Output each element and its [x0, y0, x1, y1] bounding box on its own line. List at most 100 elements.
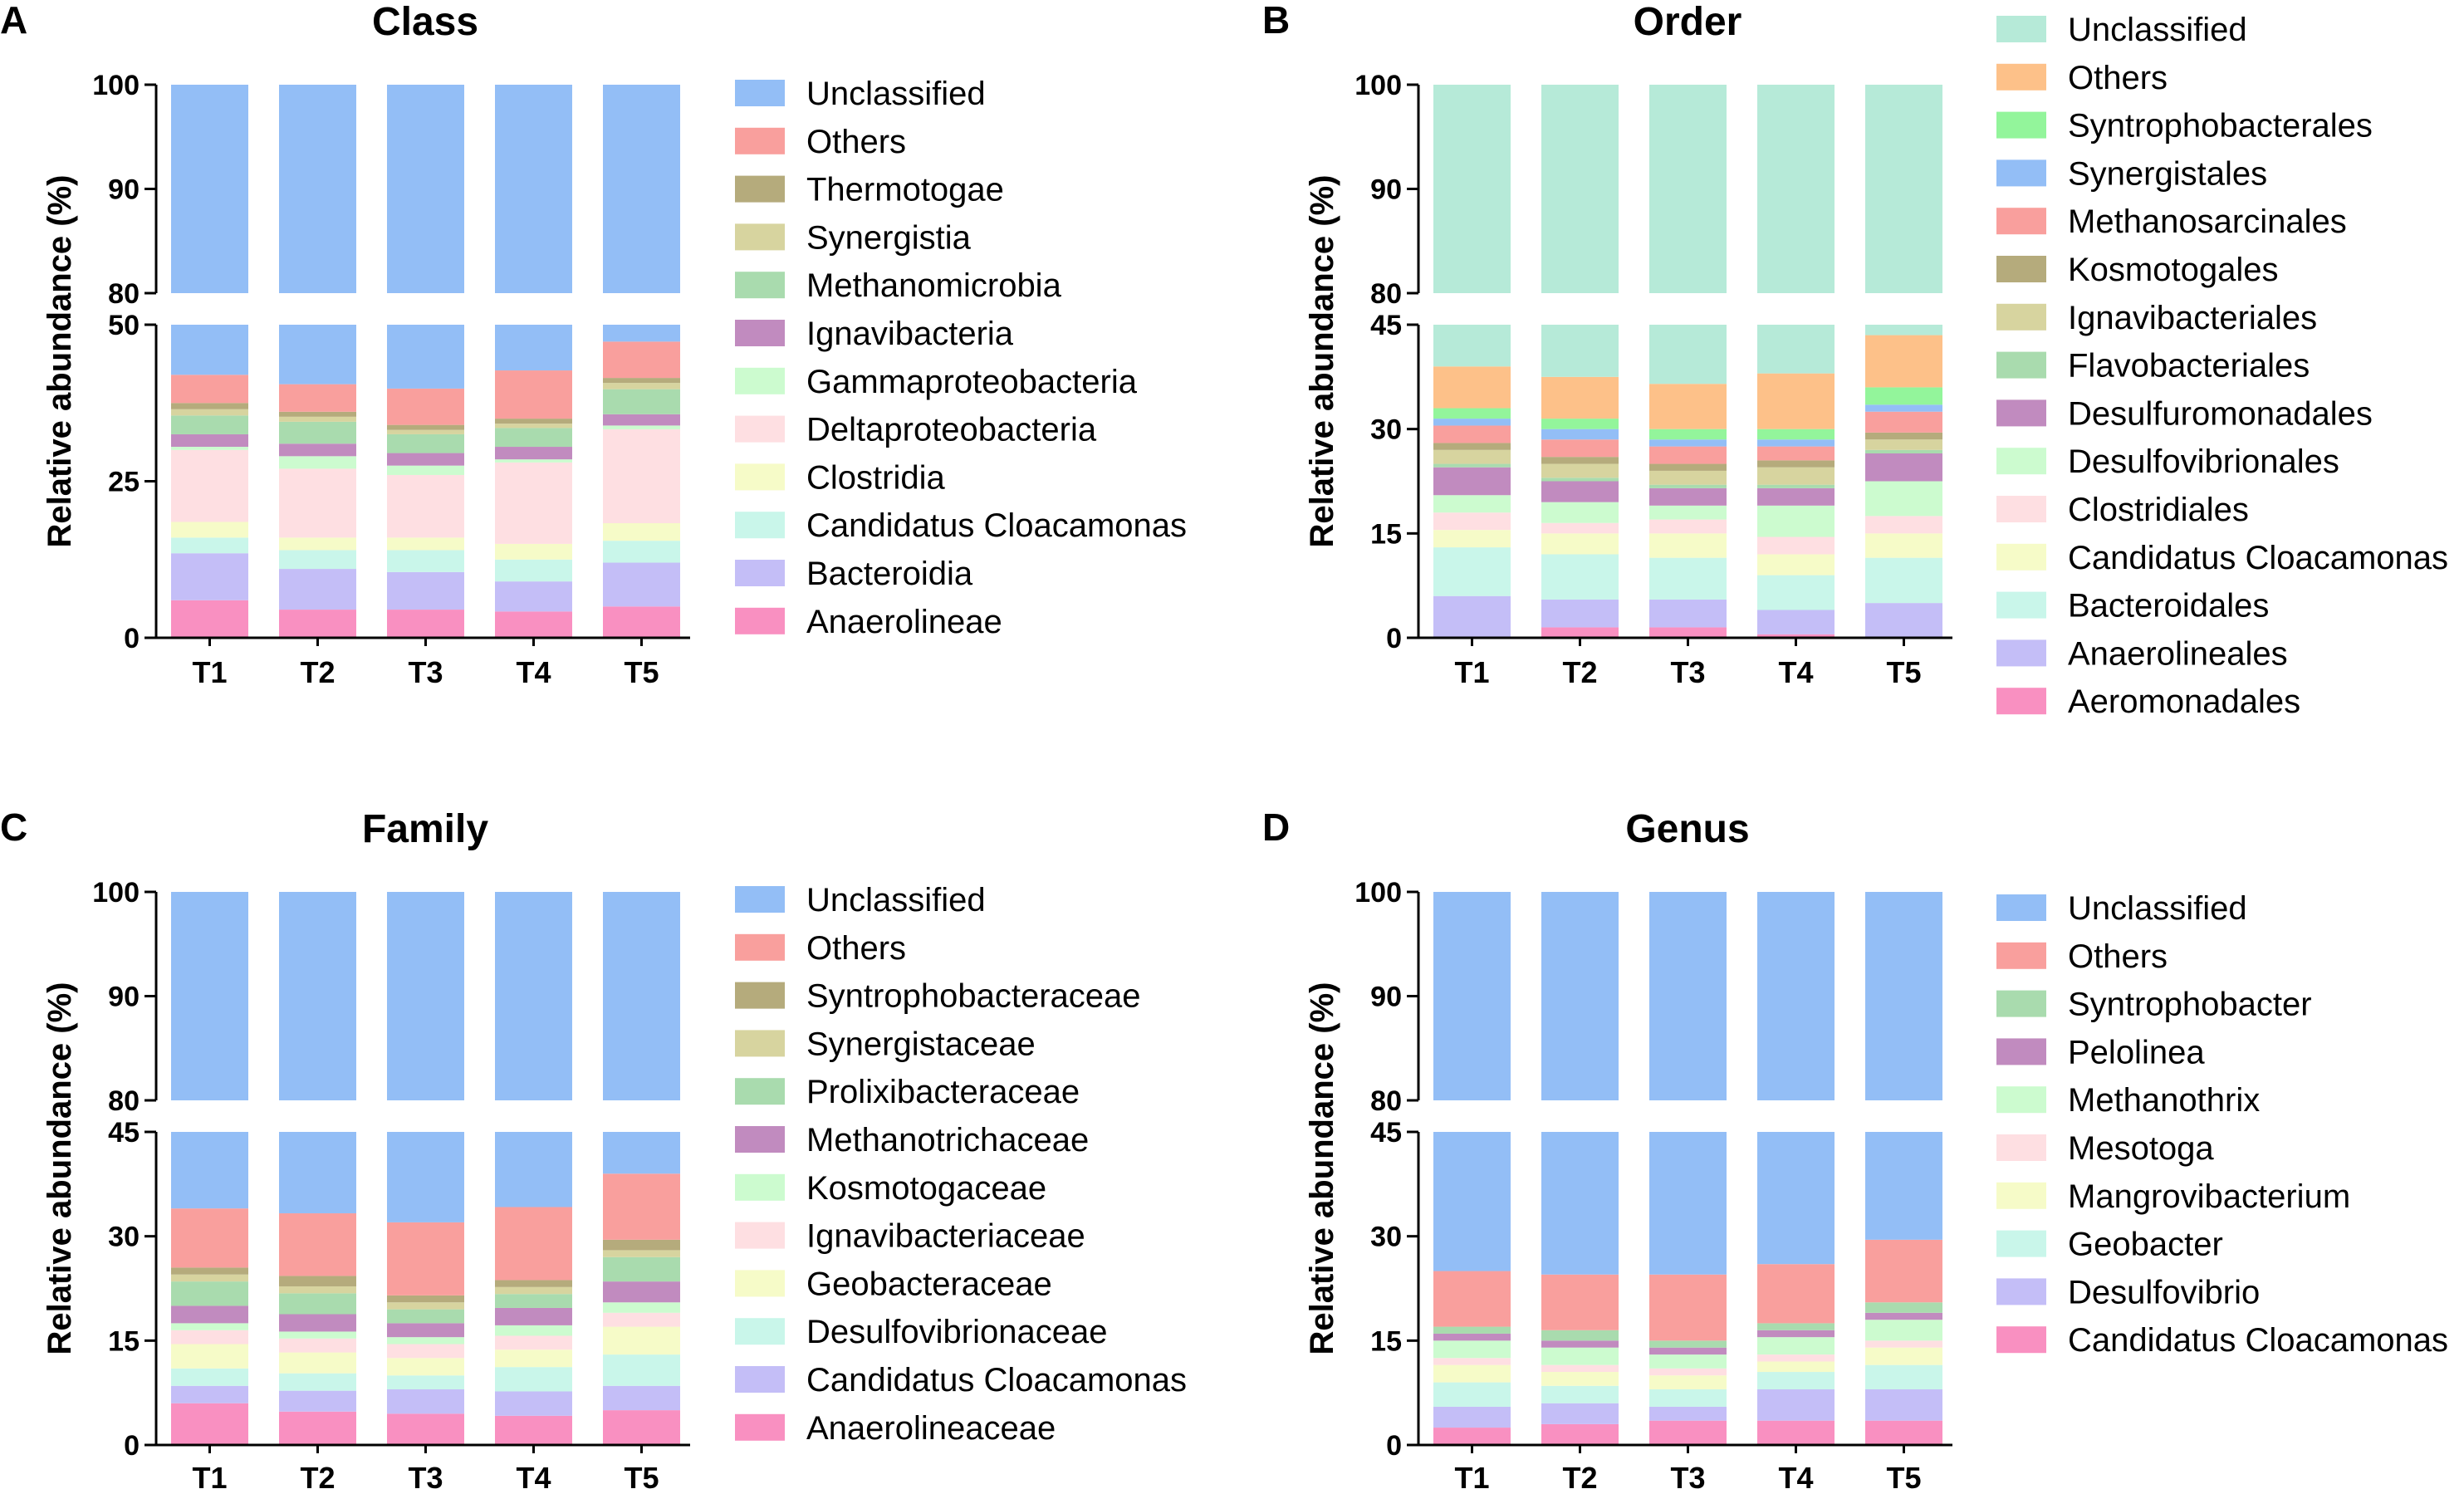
legend-swatch — [1996, 303, 2046, 331]
bar-segment-t5-desulfovibrionaceae-lower — [603, 1354, 680, 1386]
bar-segment-t4-unclassified-lower — [495, 325, 572, 371]
bar-segment-t2-methanosarcinales-lower — [1541, 439, 1619, 458]
bar-segment-t1-deltaproteobacteria-lower — [171, 449, 248, 522]
x-tick-label-t2: T2 — [1562, 1461, 1597, 1489]
bar-segment-t3-methanothrix-lower — [1649, 1354, 1727, 1369]
legend-label: Ignavibacteriales — [2068, 300, 2317, 336]
bar-segment-t4-syntrophobacter-lower — [1757, 1323, 1835, 1330]
bar-segment-t1-ignavibacteriales-lower — [1433, 449, 1511, 464]
bar-segment-t5-anaerolineae-lower — [603, 606, 680, 638]
bar-segment-t5-others-lower — [1865, 1239, 1942, 1303]
bar-segment-t1-gammaproteobacteria-lower — [171, 447, 248, 450]
legend-label: Others — [806, 124, 906, 160]
bar-segment-t5-anaerolineales-lower — [1865, 603, 1942, 638]
bar-segment-t3-desulfovibrionales-lower — [1649, 505, 1727, 520]
panel-b: B Order Relative abundance (%) T1 T2 T3 T4 T5 0 1… — [1262, 0, 2448, 720]
bar-segment-t4-clostridiales-lower — [1757, 536, 1835, 555]
bar-segment-t3-unclassified-upper — [387, 892, 464, 1100]
bar-segment-t4-prolixibacteraceae-lower — [495, 1294, 572, 1308]
bar-segment-t4-anaerolineales-lower — [1757, 610, 1835, 634]
bar-segment-t4-synergistia-lower — [495, 424, 572, 429]
bar-segment-t1-others-lower — [1433, 1271, 1511, 1327]
bar-segment-t2-unclassified-upper — [279, 85, 356, 293]
bar-segment-t4-anaerolineae-lower — [495, 611, 572, 638]
legend-label: Kosmotogaceae — [806, 1170, 1046, 1207]
legend-label: Methanothrix — [2068, 1082, 2260, 1119]
bar-segment-t5-syntrophobacteraceae-lower — [603, 1239, 680, 1251]
bar-segment-t5-bacteroidales-lower — [1865, 557, 1942, 604]
bar-segment-t5-unclassified-lower — [1865, 325, 1942, 336]
bar-segment-t2-desulfovibrionales-lower — [1541, 502, 1619, 523]
x-tick-label-t2: T2 — [1562, 655, 1597, 689]
bar-segment-t3-desulfovibrio-lower — [1649, 1406, 1727, 1421]
bar-segment-t1-ignavibacteria-lower — [171, 433, 248, 448]
legend-label: Desulfovibrionaceae — [806, 1314, 1107, 1350]
bar-segment-t1-anaerolineales-lower — [1433, 595, 1511, 638]
bar-segment-t1-anaerolineaceae-lower — [171, 1403, 248, 1445]
bar-segment-t4-candidatus-cloacamonas-lower — [495, 559, 572, 582]
panel-a: A Class Relative abundance (%) T1 T2 T3 T4 T5 0 2… — [0, 0, 1187, 689]
bar-segment-t4-candidatus-cloacamonas-lower — [1757, 554, 1835, 576]
bar-segment-t3-gammaproteobacteria-lower — [387, 465, 464, 475]
legend-label: Synergistales — [2068, 155, 2267, 192]
bar-segment-t1-candidatus-cloacamonas-lower — [1433, 530, 1511, 548]
legend-swatch — [735, 1078, 785, 1105]
bar-segment-t5-others-lower — [603, 341, 680, 379]
y-axis-label: Relative abundance (%) — [42, 982, 78, 1354]
legend-swatch — [735, 1366, 785, 1393]
bar-segment-t2-prolixibacteraceae-lower — [279, 1293, 356, 1315]
bar-segment-t3-anaerolineales-lower — [1649, 599, 1727, 628]
bar-segment-t2-geobacteraceae-lower — [279, 1352, 356, 1374]
bar-segment-t4-synergistaceae-lower — [495, 1286, 572, 1295]
bar-segment-t4-flavobacteriales-lower — [1757, 484, 1835, 488]
legend-swatch — [1996, 208, 2046, 235]
legend-swatch — [1996, 639, 2046, 667]
legend-swatch — [1996, 688, 2046, 715]
legend-label: Others — [2068, 60, 2168, 96]
bar-segment-t5-mesotoga-lower — [1865, 1340, 1942, 1348]
bar-segment-t3-desulfuromonadales-lower — [1649, 487, 1727, 506]
y-tick-label-upper: 100 — [92, 70, 140, 101]
y-tick-label-lower: 45 — [108, 1117, 140, 1149]
bar-segment-t4-methanomicrobia-lower — [495, 428, 572, 448]
legend-label: Candidatus Cloacamonas — [806, 507, 1187, 544]
bar-segment-t1-syntrophobacterales-lower — [1433, 408, 1511, 419]
panel-d: D Genus Relative abundance (%) T1 T2 T3 T4 T5 0 1… — [1262, 806, 2448, 1489]
bar-segment-t3-others-lower — [1649, 384, 1727, 429]
legend-swatch — [735, 1270, 785, 1297]
x-tick-label-t1: T1 — [192, 655, 227, 689]
bar-segment-t3-unclassified-lower — [387, 1132, 464, 1222]
legend-label: Candidatus Cloacamonas — [2068, 540, 2448, 576]
bar-segment-t1-kosmotogales-lower — [1433, 443, 1511, 450]
bar-segment-t2-others-lower — [279, 1213, 356, 1276]
y-tick-label-upper: 80 — [108, 1085, 140, 1117]
legend-label: Unclassified — [806, 882, 986, 918]
legend-label: Pelolinea — [2068, 1034, 2205, 1070]
bar-segment-t5-synergistaceae-lower — [603, 1250, 680, 1257]
bar-segment-t2-anaerolineales-lower — [1541, 599, 1619, 628]
bar-segment-t2-kosmotogales-lower — [1541, 457, 1619, 464]
bar-segment-t2-synergistia-lower — [279, 416, 356, 422]
bar-segment-t2-mesotoga-lower — [1541, 1364, 1619, 1373]
bar-segment-t5-syntrophobacter-lower — [1865, 1302, 1942, 1313]
bar-segment-t4-mesotoga-lower — [1757, 1354, 1835, 1362]
panel-title: Order — [1634, 0, 1742, 44]
legend-swatch — [735, 1222, 785, 1249]
bar-segment-t3-clostridia-lower — [387, 537, 464, 551]
bar-segment-t2-mangrovibacterium-lower — [1541, 1372, 1619, 1386]
bar-segment-t1-syntrophobacter-lower — [1433, 1326, 1511, 1334]
panel-letter: B — [1262, 0, 1290, 42]
bar-segment-t2-thermotogae-lower — [279, 411, 356, 417]
bar-segment-t5-unclassified-upper — [603, 85, 680, 293]
bar-segment-t4-others-lower — [495, 370, 572, 419]
x-tick-label-t5: T5 — [1886, 1461, 1921, 1489]
bar-segment-t5-gammaproteobacteria-lower — [603, 425, 680, 429]
bar-segment-t4-deltaproteobacteria-lower — [495, 462, 572, 544]
bar-segment-t5-geobacter-lower — [1865, 1364, 1942, 1389]
bar-segment-t1-geobacter-lower — [1433, 1382, 1511, 1407]
bar-segment-t1-clostridiales-lower — [1433, 512, 1511, 531]
legend-label: Thermotogae — [806, 172, 1004, 208]
x-tick-label-t5: T5 — [624, 655, 659, 689]
bar-segment-t4-others-lower — [1757, 373, 1835, 429]
bar-segment-t1-anaerolineae-lower — [171, 600, 248, 638]
